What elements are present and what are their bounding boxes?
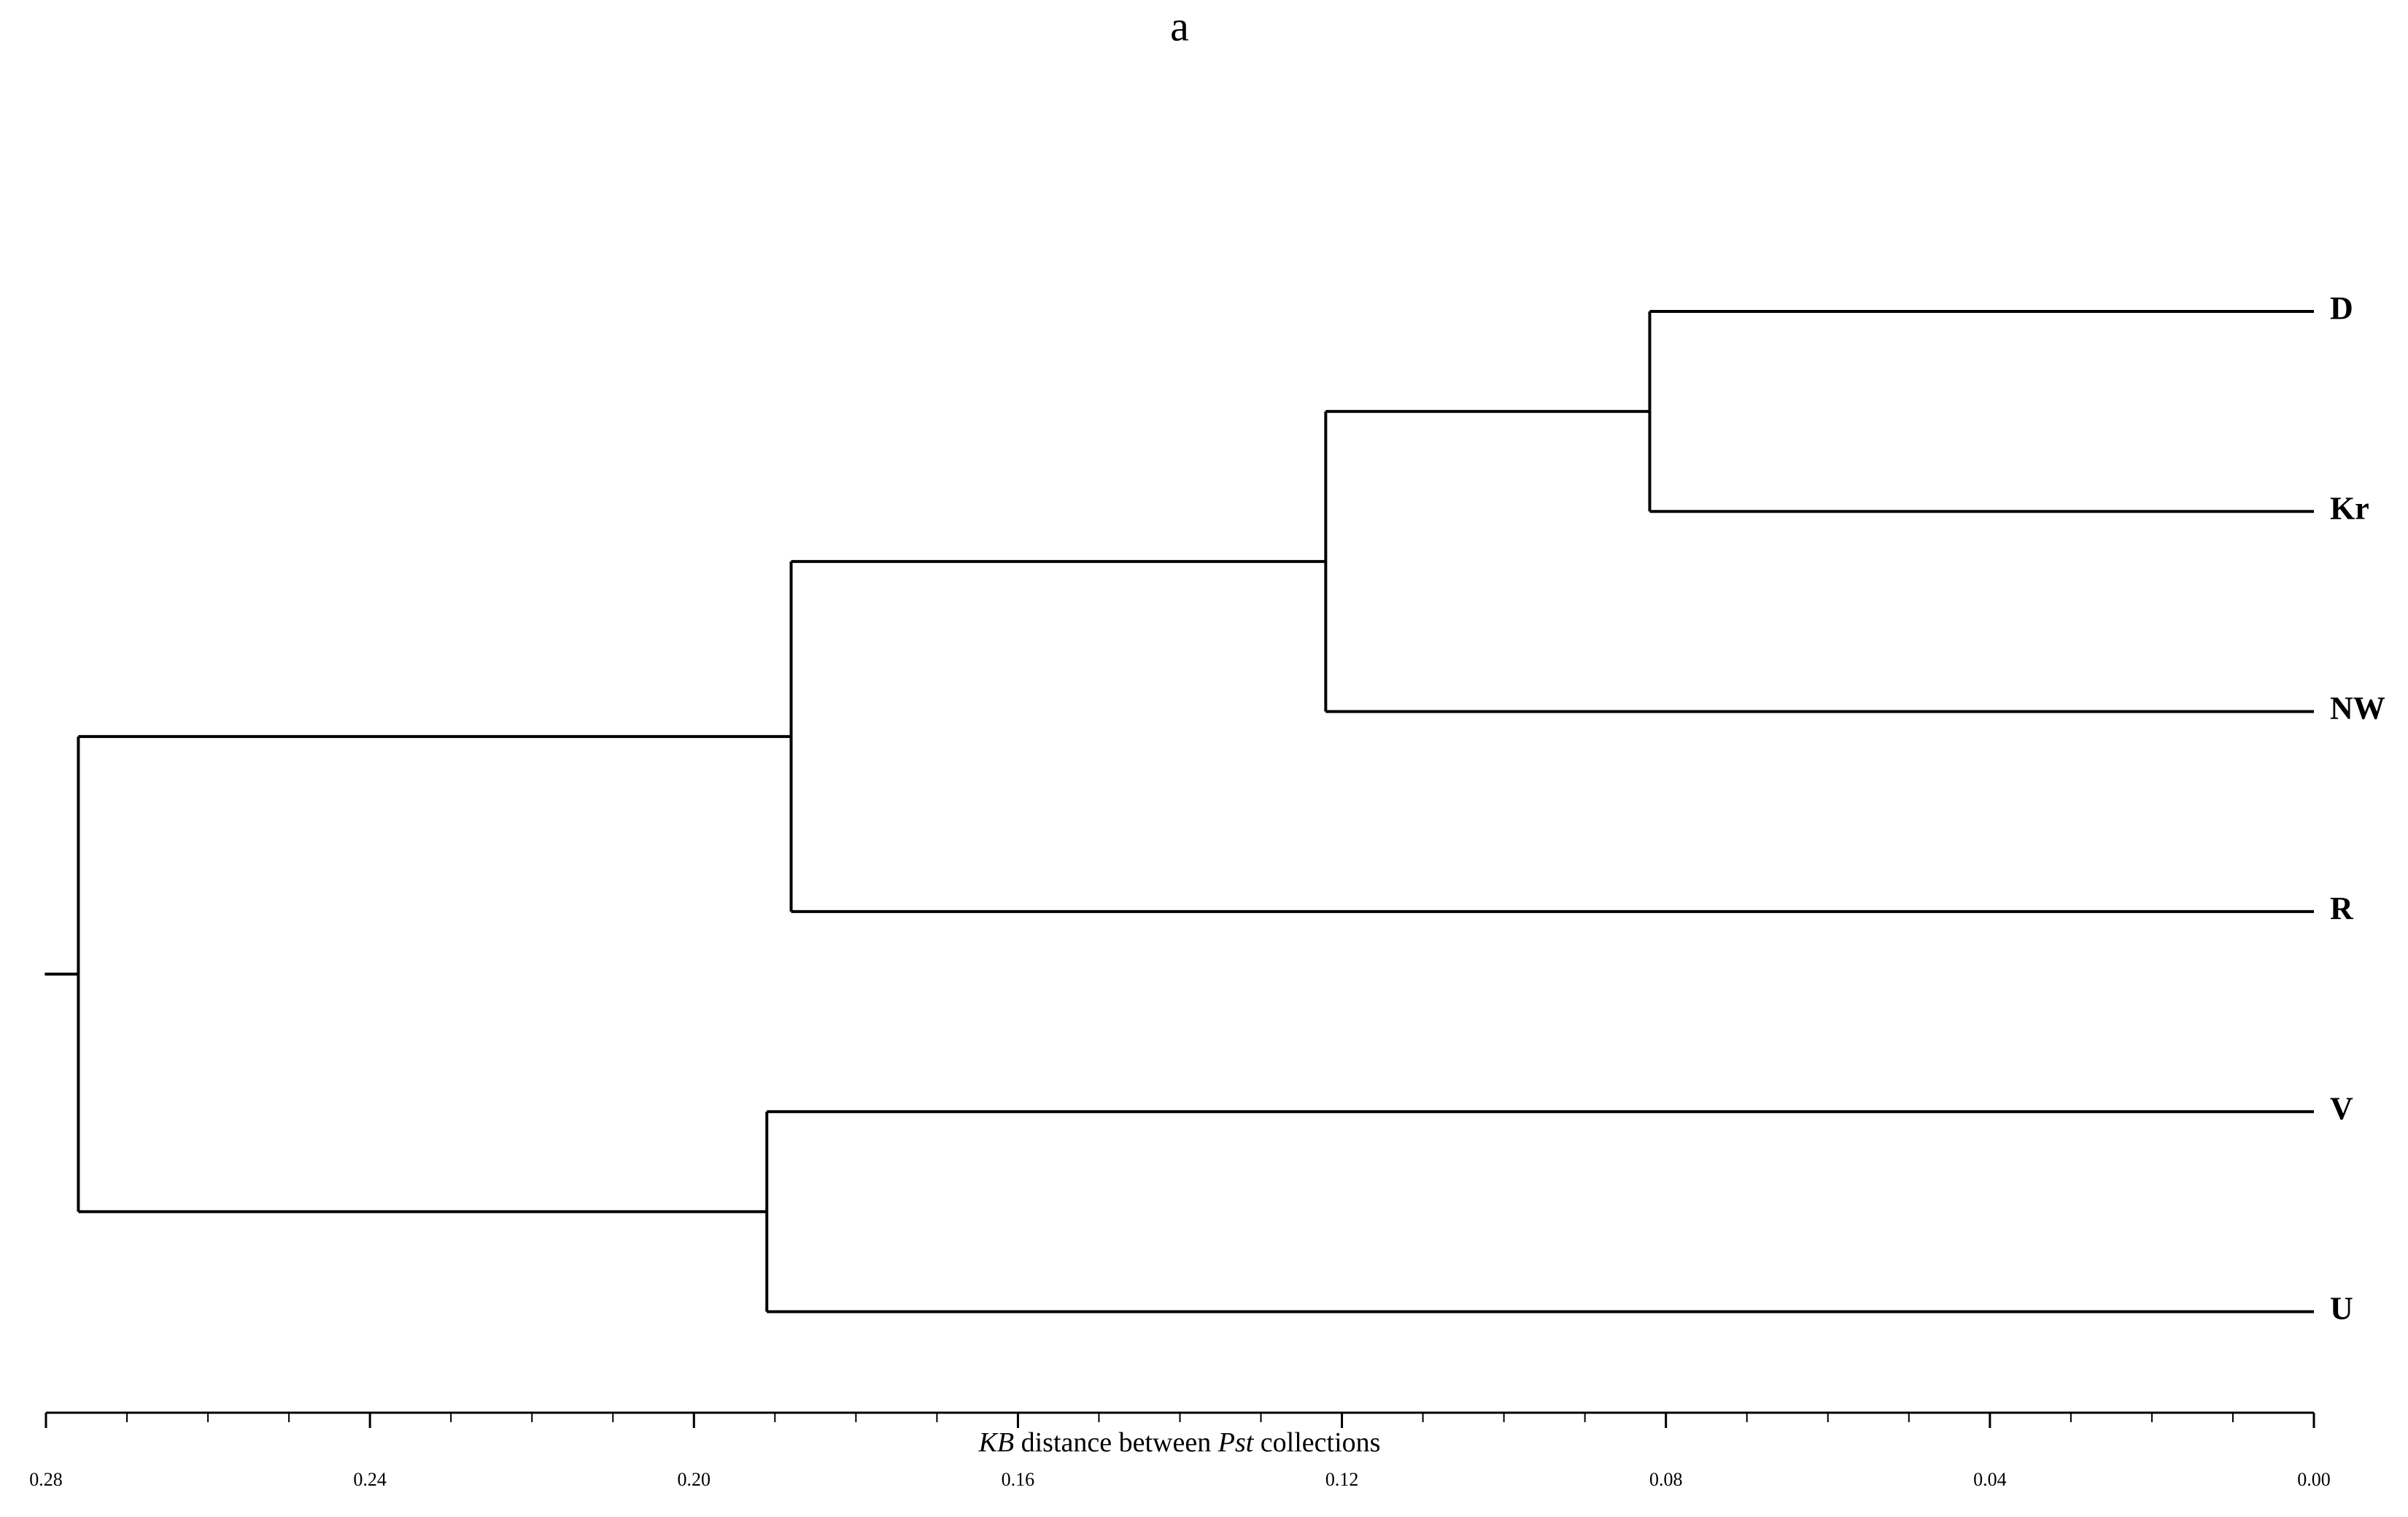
x-axis-title: KB distance between Pst collections	[978, 1427, 1381, 1458]
x-tick-label: 0.04	[1973, 1469, 2007, 1490]
x-tick-label: 0.28	[29, 1469, 63, 1490]
leaf-label: NW	[2330, 691, 2385, 726]
x-axis-title-part: distance between	[1014, 1427, 1218, 1458]
chart-title: a	[1170, 2, 1189, 50]
leaf-label: Kr	[2330, 490, 2369, 526]
leaf-label: D	[2330, 290, 2353, 326]
x-tick-label: 0.00	[2297, 1469, 2331, 1490]
x-tick-label: 0.12	[1325, 1469, 1359, 1490]
leaf-label: R	[2330, 891, 2354, 926]
x-tick-label: 0.24	[353, 1469, 387, 1490]
x-tick-label: 0.16	[1002, 1469, 1035, 1490]
leaf-label: U	[2330, 1291, 2353, 1327]
x-tick-label: 0.20	[678, 1469, 711, 1490]
x-axis-title-part: collections	[1253, 1427, 1380, 1458]
x-axis-title-part: KB	[978, 1427, 1015, 1458]
leaf-label: V	[2330, 1090, 2353, 1126]
x-tick-label: 0.08	[1649, 1469, 1683, 1490]
x-axis-title-part: Pst	[1217, 1427, 1255, 1458]
